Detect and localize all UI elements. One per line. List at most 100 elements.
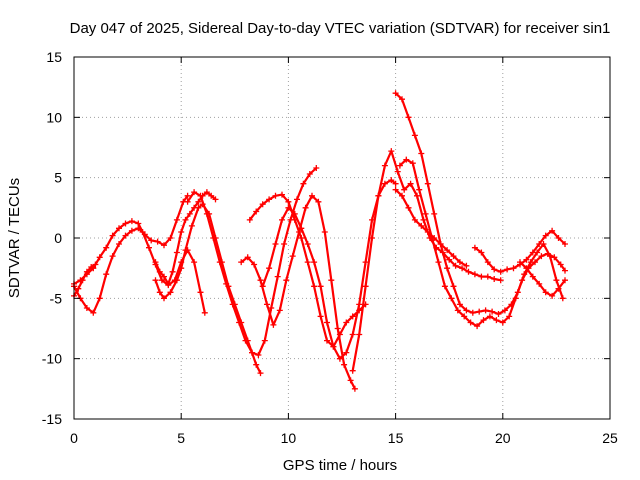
data-point — [491, 276, 498, 282]
y-axis-label: SDTVAR / TECUs — [6, 178, 23, 298]
data-point — [167, 289, 174, 296]
data-point — [538, 253, 545, 260]
data-point — [156, 268, 163, 275]
data-point — [259, 201, 266, 208]
data-point — [236, 319, 243, 326]
data-point — [203, 210, 210, 217]
data-point — [452, 262, 459, 269]
data-point — [411, 132, 418, 139]
data-point — [330, 343, 337, 350]
data-point — [532, 259, 538, 266]
data-point — [272, 241, 279, 247]
data-point — [486, 313, 493, 320]
series-marks-sat-g — [240, 194, 356, 390]
data-point — [349, 313, 356, 320]
data-point — [294, 196, 300, 203]
data-point — [328, 277, 335, 284]
data-point — [491, 266, 498, 273]
data-point — [512, 295, 519, 302]
data-point — [523, 265, 530, 272]
data-point — [435, 259, 442, 266]
y-tick-label: -5 — [50, 290, 63, 306]
data-point — [392, 180, 399, 187]
data-point — [259, 283, 266, 290]
data-point — [489, 308, 496, 315]
y-tick-label: -15 — [42, 411, 62, 427]
data-point — [169, 268, 176, 275]
data-point — [441, 283, 448, 290]
data-point — [465, 268, 472, 275]
y-tick-label: 10 — [46, 109, 62, 125]
data-point — [459, 265, 466, 272]
data-point — [96, 254, 103, 261]
data-point — [184, 192, 191, 199]
data-point — [517, 259, 523, 266]
x-axis-label: GPS time / hours — [283, 457, 397, 474]
data-point — [161, 295, 167, 302]
data-point — [195, 204, 202, 211]
chart-title: Day 047 of 2025, Sidereal Day-to-day VTE… — [70, 20, 611, 37]
data-point — [300, 180, 307, 187]
data-point — [279, 191, 285, 198]
data-point — [229, 301, 236, 308]
data-point — [210, 235, 217, 241]
data-point — [437, 241, 444, 247]
data-point — [291, 210, 298, 217]
data-point — [478, 273, 485, 280]
data-point — [484, 273, 491, 280]
data-point — [431, 210, 438, 217]
data-point — [272, 192, 279, 199]
grid — [74, 57, 610, 419]
data-point — [313, 165, 320, 171]
data-point — [281, 241, 288, 247]
data-point — [399, 96, 405, 103]
data-point — [555, 285, 562, 292]
data-point — [394, 168, 401, 175]
data-point — [165, 280, 172, 287]
data-point — [128, 227, 135, 234]
data-point — [186, 210, 193, 217]
x-tick-label: 5 — [177, 430, 185, 446]
data-point — [285, 198, 292, 205]
data-point — [283, 277, 290, 284]
data-point — [246, 216, 253, 223]
data-point — [279, 216, 285, 223]
y-tick-label: 5 — [54, 170, 62, 186]
data-point — [469, 309, 476, 316]
data-point — [476, 308, 483, 315]
data-point — [381, 180, 388, 187]
data-point — [122, 220, 129, 227]
data-point — [311, 283, 318, 290]
data-point — [396, 162, 403, 169]
data-point — [146, 244, 152, 251]
data-point — [422, 210, 429, 217]
data-point — [341, 361, 348, 368]
data-point — [431, 235, 438, 241]
data-point — [549, 292, 556, 299]
data-point — [197, 192, 204, 199]
data-point — [471, 271, 478, 278]
data-point — [416, 186, 423, 193]
data-point — [467, 319, 474, 326]
data-point — [405, 204, 412, 211]
x-tick-label: 25 — [602, 430, 618, 446]
data-point — [450, 253, 457, 260]
data-point — [362, 283, 369, 290]
data-point — [456, 301, 463, 308]
data-point — [495, 311, 502, 317]
data-point — [276, 307, 283, 314]
data-point — [195, 198, 202, 205]
data-point — [242, 337, 249, 344]
data-point — [182, 216, 189, 223]
x-tick-label: 0 — [70, 430, 78, 446]
data-point — [109, 232, 116, 239]
data-point — [152, 259, 159, 266]
data-point — [446, 256, 453, 263]
data-point — [251, 261, 258, 268]
data-point — [463, 307, 470, 314]
data-point — [238, 259, 245, 266]
data-point — [381, 162, 388, 169]
data-point — [191, 259, 198, 266]
data-point — [392, 186, 399, 193]
